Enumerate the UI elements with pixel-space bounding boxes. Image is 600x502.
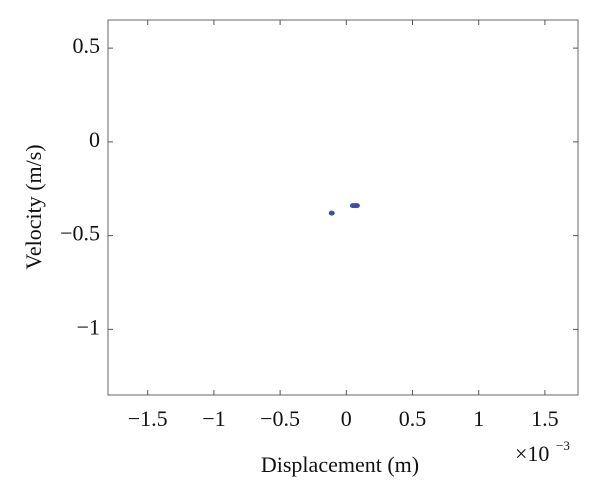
y-axis-label: Velocity (m/s): [21, 144, 46, 269]
x-multiplier-power: −3: [556, 438, 570, 453]
x-tick-label: 0: [341, 406, 352, 431]
x-axis-label: Displacement (m): [261, 452, 419, 477]
x-tick-label: −1.5: [128, 406, 168, 431]
y-tick-label: −1: [77, 314, 100, 339]
x-tick-label: 1: [473, 406, 484, 431]
x-tick-label: −0.5: [260, 406, 300, 431]
plot-frame: [107, 19, 579, 396]
y-tick-label: 0.5: [73, 33, 101, 58]
x-multiplier: ×10: [515, 441, 549, 466]
y-tick-label: 0: [89, 127, 100, 152]
point: [353, 203, 360, 209]
x-tick-label: −1: [202, 406, 225, 431]
x-tick-label: 1.5: [531, 406, 559, 431]
x-tick-label: 0.5: [399, 406, 427, 431]
point: [328, 210, 335, 216]
y-tick-label: −0.5: [60, 221, 100, 246]
